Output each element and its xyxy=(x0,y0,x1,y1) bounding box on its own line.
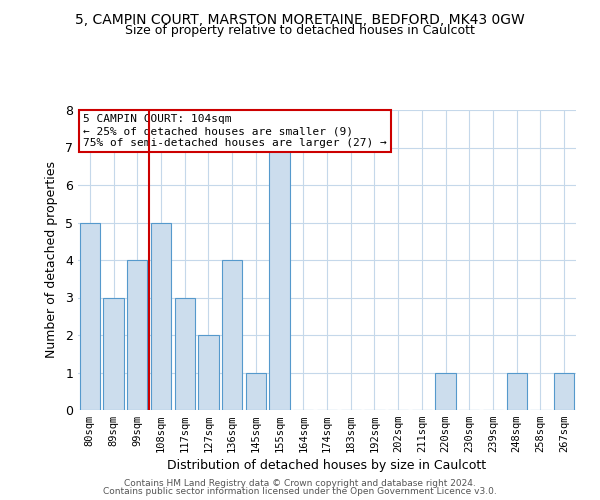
Bar xyxy=(436,372,455,410)
Text: Contains public sector information licensed under the Open Government Licence v3: Contains public sector information licen… xyxy=(103,488,497,496)
Bar xyxy=(269,148,290,410)
Text: 5 CAMPIN COURT: 104sqm
← 25% of detached houses are smaller (9)
75% of semi-deta: 5 CAMPIN COURT: 104sqm ← 25% of detached… xyxy=(83,114,387,148)
Text: 5, CAMPIN COURT, MARSTON MORETAINE, BEDFORD, MK43 0GW: 5, CAMPIN COURT, MARSTON MORETAINE, BEDF… xyxy=(75,12,525,26)
Bar xyxy=(199,335,218,410)
Bar xyxy=(151,222,171,410)
Bar xyxy=(222,260,242,410)
Bar xyxy=(103,298,124,410)
Text: Contains HM Land Registry data © Crown copyright and database right 2024.: Contains HM Land Registry data © Crown c… xyxy=(124,478,476,488)
Text: Size of property relative to detached houses in Caulcott: Size of property relative to detached ho… xyxy=(125,24,475,37)
Bar xyxy=(554,372,574,410)
Bar xyxy=(246,372,266,410)
Y-axis label: Number of detached properties: Number of detached properties xyxy=(45,162,58,358)
Bar xyxy=(127,260,148,410)
Bar xyxy=(80,222,100,410)
Bar xyxy=(506,372,527,410)
Bar xyxy=(175,298,195,410)
X-axis label: Distribution of detached houses by size in Caulcott: Distribution of detached houses by size … xyxy=(167,460,487,472)
